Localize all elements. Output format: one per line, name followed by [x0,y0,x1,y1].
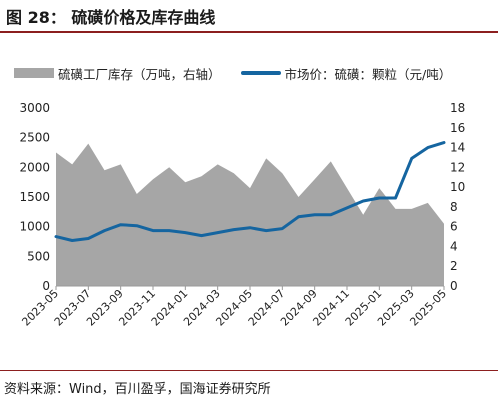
y-right-tick-label: 4 [450,239,458,253]
y-right-tick-label: 10 [450,180,465,194]
inventory-area [56,143,444,286]
footer-divider [0,370,498,371]
y-right-tick-label: 8 [450,200,458,214]
y-left-tick-label: 2000 [19,160,50,174]
y-right-tick-label: 0 [450,279,458,293]
source-note: 资料来源：Wind，百川盈孚，国海证券研究所 [4,382,271,397]
y-left-tick-label: 1000 [19,220,50,234]
y-right-tick-label: 14 [450,141,465,155]
price-line [54,141,446,242]
y-right-tick-label: 6 [450,220,458,234]
y-right-tick-label: 16 [450,121,465,135]
legend-label-price: 市场价：硫磺：颗粒（元/吨） [284,66,452,82]
price-line-layer [54,141,446,242]
y-left-tick-label: 2500 [19,131,50,145]
y-right-tick-label: 18 [450,101,465,115]
chart-legend: 硫磺工厂库存（万吨，右轴） 市场价：硫磺：颗粒（元/吨） [14,64,451,82]
y-left-tick-label: 3000 [19,101,50,115]
y-right-tick-label: 12 [450,160,465,174]
legend-label-inventory: 硫磺工厂库存（万吨，右轴） [58,66,221,82]
title-divider [0,31,498,33]
y-left-tick-label: 0 [42,279,50,293]
inventory-area-layer [56,143,444,286]
legend-swatch-inventory [14,68,54,78]
chart-title: 图 28： 硫磺价格及库存曲线 [6,8,216,27]
y-right-tick-label: 2 [450,259,458,273]
y-left-tick-label: 1500 [19,190,50,204]
y-left-tick-label: 500 [27,249,50,263]
legend-swatch-price [240,71,281,75]
